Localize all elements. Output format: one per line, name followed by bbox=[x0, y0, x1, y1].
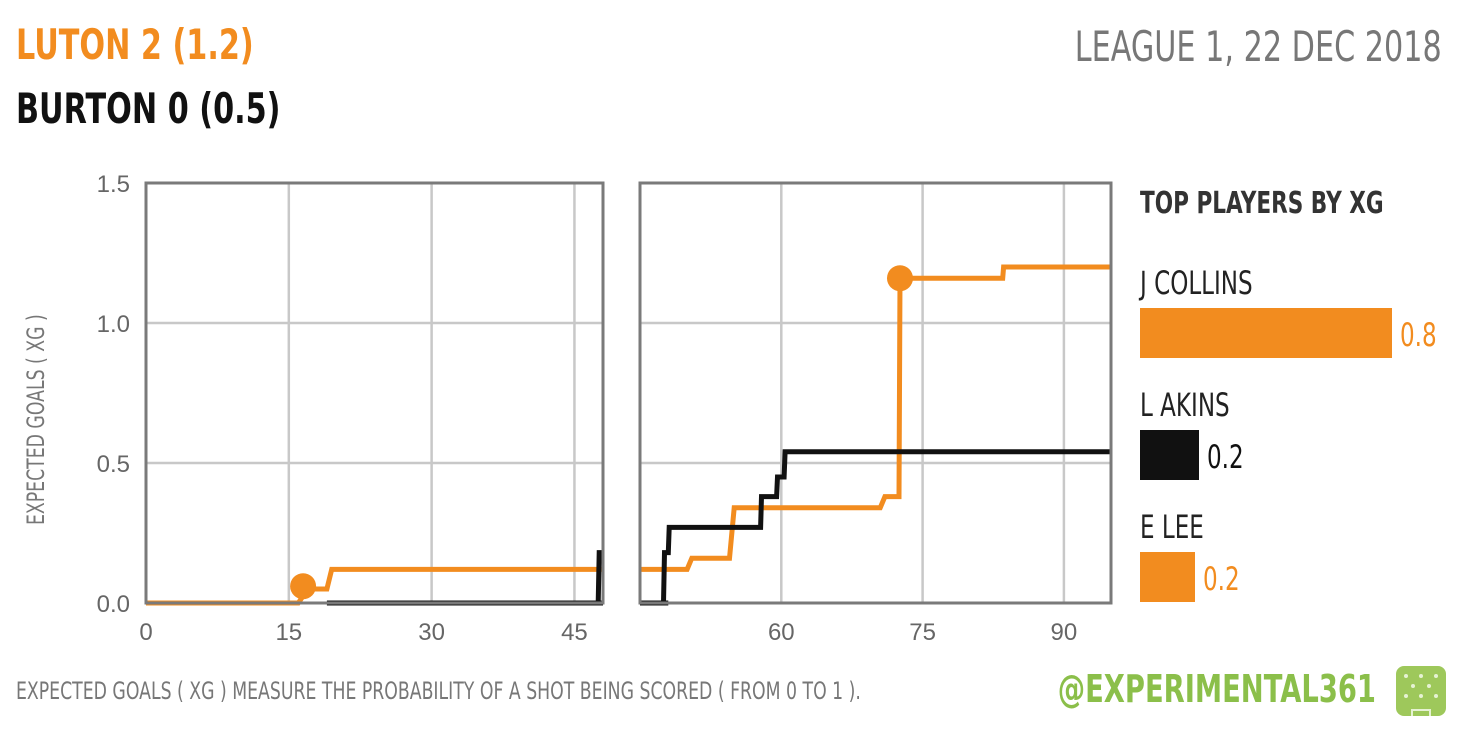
xg-line-burton bbox=[640, 449, 1111, 606]
pitch-logo-icon bbox=[1396, 666, 1446, 716]
player-xg-bar bbox=[1140, 552, 1195, 602]
y-tick-label: 0.5 bbox=[97, 451, 130, 478]
footer-note: EXPECTED GOALS ( XG ) MEASURE THE PROBAB… bbox=[16, 677, 861, 705]
y-tick-label: 1.0 bbox=[97, 311, 130, 338]
plot-frame bbox=[144, 181, 605, 605]
x-tick-label: 75 bbox=[909, 619, 936, 646]
player-name: J COLLINS bbox=[1140, 264, 1253, 302]
player-xg-value: 0.2 bbox=[1207, 438, 1244, 476]
y-tick-label: 0.0 bbox=[97, 591, 130, 618]
plot-frame bbox=[638, 181, 1113, 605]
player-name: E LEE bbox=[1140, 508, 1204, 546]
competition-date: LEAGUE 1, 22 DEC 2018 bbox=[1074, 22, 1442, 71]
twitter-handle[interactable]: @EXPERIMENTAL361 bbox=[1057, 667, 1376, 711]
x-tick-label: 90 bbox=[1051, 619, 1078, 646]
top-players-title: TOP PLAYERS BY XG bbox=[1140, 186, 1384, 221]
goal-marker bbox=[886, 265, 913, 292]
x-tick-label: 0 bbox=[139, 619, 152, 646]
player-xg-bar bbox=[1140, 308, 1392, 358]
home-score-title: LUTON 2 (1.2) bbox=[16, 20, 254, 69]
xg-line-luton bbox=[146, 566, 603, 606]
x-tick-label: 15 bbox=[275, 619, 302, 646]
xg-line-burton bbox=[326, 550, 603, 606]
away-score-title: BURTON 0 (0.5) bbox=[16, 84, 281, 133]
x-tick-label: 30 bbox=[418, 619, 445, 646]
player-xg-value: 0.2 bbox=[1203, 560, 1240, 598]
x-tick-label: 60 bbox=[768, 619, 795, 646]
player-xg-bar bbox=[1140, 430, 1199, 480]
goal-marker bbox=[290, 573, 317, 600]
player-name: L AKINS bbox=[1140, 386, 1230, 424]
player-xg-value: 0.8 bbox=[1400, 316, 1437, 354]
y-tick-label: 1.5 bbox=[97, 171, 130, 198]
xg-line-luton bbox=[640, 264, 1111, 572]
x-tick-label: 45 bbox=[561, 619, 588, 646]
